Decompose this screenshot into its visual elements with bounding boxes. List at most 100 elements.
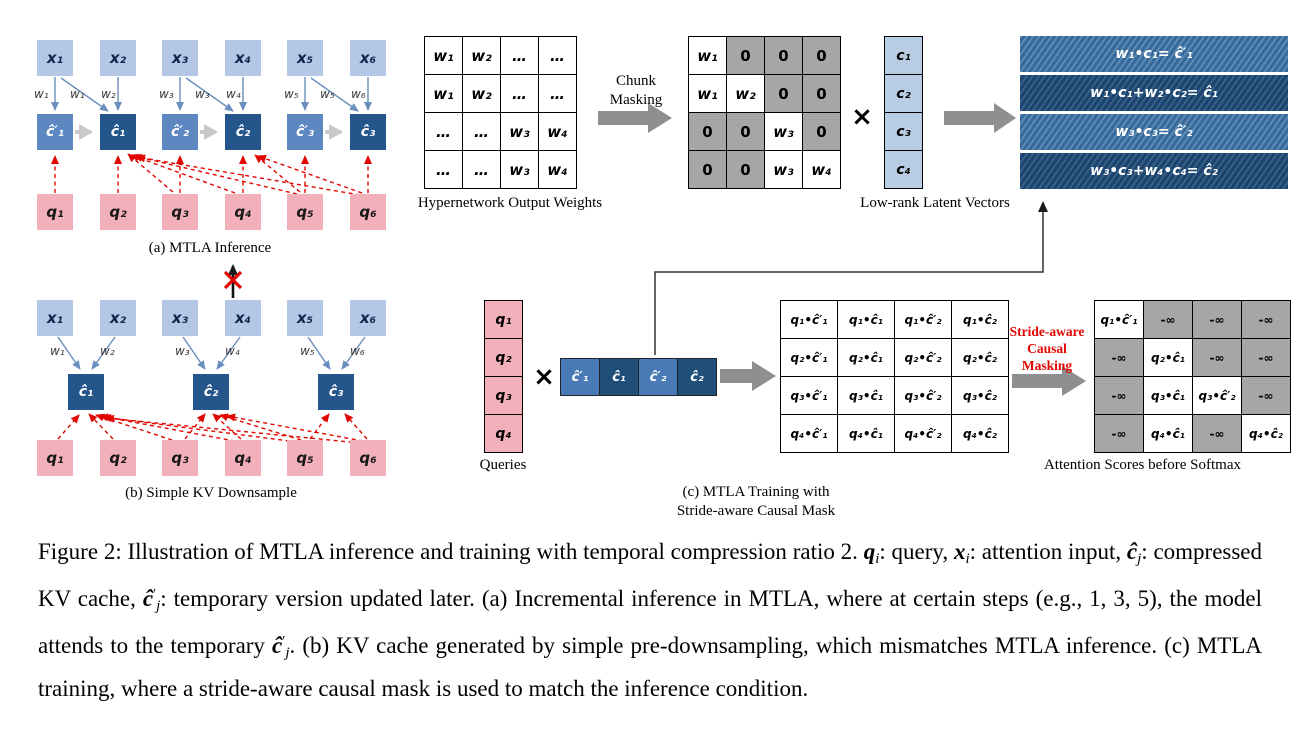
kv-cell: ĉ₂: [677, 358, 717, 396]
math-sub: j: [156, 598, 161, 614]
latent-product-row: w₁•c₁+w₂•c₂= ĉ₁: [1020, 75, 1288, 111]
math-c-hat: ĉ: [1126, 539, 1138, 564]
panel-b-weight-arrows: [57, 336, 366, 370]
score-cell: q₃•ĉ′₂: [895, 377, 952, 415]
weight-cell: w₄: [539, 151, 577, 189]
masked-cell: 0: [727, 151, 765, 189]
score-cell: q₂•ĉ₁: [1144, 339, 1193, 377]
multiply-sign: ×: [533, 362, 555, 392]
masked-cell: -∞: [1242, 301, 1291, 339]
weight-cell: w₁: [425, 37, 463, 75]
masked-weights-matrix: w₁ 0 0 0 w₁ w₂ 0 0 0 0 w₃ 0 0 0 w₃ w₄: [688, 36, 841, 189]
weight-label: w₁: [70, 87, 85, 101]
multiply-sign: ×: [851, 102, 873, 132]
masked-cell: 0: [727, 37, 765, 75]
query-box: q₄: [225, 194, 261, 230]
kv-cell: ĉ′₁: [560, 358, 600, 396]
kv-box: ĉ₁: [68, 374, 104, 410]
masked-cell: -∞: [1242, 377, 1291, 415]
masked-cell: -∞: [1193, 339, 1242, 377]
weight-label: w₂: [101, 87, 116, 101]
weight-cell: w₁: [689, 75, 727, 113]
math-sub: i: [875, 551, 880, 567]
temp-kv-box: ĉ′₁: [37, 114, 73, 150]
query-box: q₁: [37, 440, 73, 476]
weight-label: w₄: [225, 344, 240, 358]
query-box: q₆: [350, 440, 386, 476]
masked-cell: -∞: [1242, 339, 1291, 377]
x-input-box: x₃: [162, 40, 198, 76]
weight-cell: …: [501, 75, 539, 113]
caption-text: : compressed KV cache,: [38, 539, 1263, 611]
panel-a-attention-arrows: [51, 153, 372, 196]
masked-cell: 0: [803, 75, 841, 113]
stride-masking-label: Stride-aware Causal Masking: [1009, 324, 1085, 373]
math-x: x: [953, 539, 966, 564]
query-box: q₁: [37, 194, 73, 230]
weight-cell: w₄: [539, 113, 577, 151]
x-input-box: x₂: [100, 40, 136, 76]
x-input-box: x₅: [287, 300, 323, 336]
weight-cell: w₃: [501, 113, 539, 151]
query-cell: q₁: [485, 301, 523, 339]
score-cell: q₁•ĉ′₂: [895, 301, 952, 339]
hypernetwork-label: Hypernetwork Output Weights: [417, 195, 603, 211]
masked-cell: -∞: [1095, 339, 1144, 377]
caption-text: : attention input,: [969, 539, 1127, 564]
query-cell: q₂: [485, 339, 523, 377]
caption-text: Figure 2: Illustration of MTLA inference…: [38, 539, 864, 564]
weight-label: w₅: [284, 87, 299, 101]
x-input-box: x₂: [100, 300, 136, 336]
weight-label: w₂: [100, 344, 115, 358]
masked-cell: -∞: [1095, 377, 1144, 415]
query-box: q₃: [162, 194, 198, 230]
kv-cell: ĉ₁: [599, 358, 639, 396]
score-cell: q₁•ĉ₂: [952, 301, 1009, 339]
score-cell: q₁•ĉ₁: [838, 301, 895, 339]
temp-kv-box: ĉ′₂: [162, 114, 198, 150]
math-c-hat: ĉ: [272, 633, 283, 658]
math-q: q: [863, 539, 876, 564]
scores-label: Attention Scores before Softmax: [1043, 457, 1242, 473]
latent-vector: c₁ c₂ c₃ c₄: [884, 36, 923, 189]
math-sub: j: [285, 645, 290, 661]
score-cell: q₁•ĉ′₁: [781, 301, 838, 339]
temp-kv-box: ĉ′₃: [287, 114, 323, 150]
caption-text: . (b) KV cache generated by simple pre-d…: [38, 633, 1262, 701]
latent-cell: c₃: [885, 113, 923, 151]
weight-label: w₁: [34, 87, 49, 101]
weight-cell: w₂: [463, 37, 501, 75]
score-cell: q₄•ĉ₁: [1144, 415, 1193, 453]
masked-cell: 0: [689, 113, 727, 151]
kv-box: ĉ₃: [350, 114, 386, 150]
x-input-box: x₆: [350, 40, 386, 76]
weight-cell: …: [463, 113, 501, 151]
panel-c-caption: (c) MTLA Training with Stride-aware Caus…: [676, 484, 836, 519]
score-cell: q₃•ĉ₁: [1144, 377, 1193, 415]
kv-box: ĉ₂: [225, 114, 261, 150]
weight-label: w₃: [159, 87, 174, 101]
masked-cell: -∞: [1193, 415, 1242, 453]
panel-b-caption: (b) Simple KV Downsample: [125, 485, 297, 501]
x-input-box: x₁: [37, 40, 73, 76]
score-cell: q₃•ĉ′₁: [781, 377, 838, 415]
masked-cell: -∞: [1144, 301, 1193, 339]
x-input-box: x₄: [225, 300, 261, 336]
math-c-hat: ĉ: [142, 586, 154, 611]
x-input-box: x₄: [225, 40, 261, 76]
weight-cell: …: [501, 37, 539, 75]
score-cell: q₄•ĉ₂: [1242, 415, 1291, 453]
figure-caption: Figure 2: Illustration of MTLA inference…: [38, 534, 1262, 707]
math-sub: i: [965, 551, 970, 567]
attention-scores-matrix: q₁•ĉ′₁ q₁•ĉ₁ q₁•ĉ′₂ q₁•ĉ₂ q₂•ĉ′₁ q₂•ĉ₁ q…: [780, 300, 1009, 453]
kv-box: ĉ₁: [100, 114, 136, 150]
panel-a-weight-arrows: [51, 77, 372, 112]
weight-label: w₃: [195, 87, 210, 101]
kv-cache-row: ĉ′₁ ĉ₁ ĉ′₂ ĉ₂: [560, 358, 717, 396]
weight-cell: w₃: [765, 151, 803, 189]
caption-text: : temporary version updated later. (a) I…: [38, 586, 1263, 658]
latent-cell: c₁: [885, 37, 923, 75]
score-cell: q₂•ĉ₂: [952, 339, 1009, 377]
x-input-box: x₅: [287, 40, 323, 76]
